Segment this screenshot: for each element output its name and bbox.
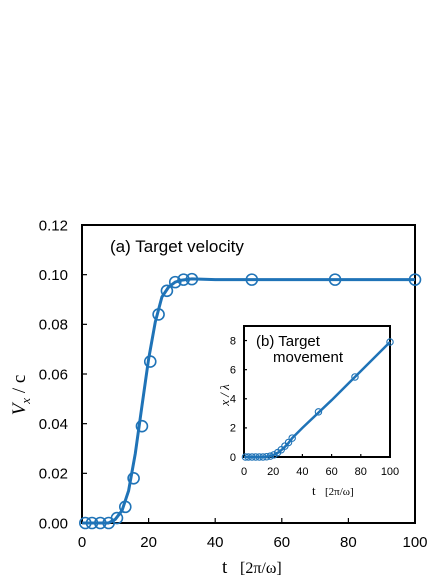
data-point-marker xyxy=(386,338,394,346)
data-point-marker xyxy=(118,500,132,514)
inset-x-axis-unit: [2π/ω] xyxy=(325,486,354,498)
x-tick-label: 20 xyxy=(267,466,279,478)
y-tick-label: 6 xyxy=(230,365,236,377)
data-point-marker xyxy=(177,273,190,286)
data-point-marker xyxy=(351,373,359,381)
main-title: (a) Target velocity xyxy=(110,237,244,256)
data-point-marker xyxy=(152,308,165,321)
data-point-marker xyxy=(168,275,182,289)
y-tick-label: 8 xyxy=(230,335,236,347)
main-x-axis-unit: [2π/ω] xyxy=(240,560,282,577)
y-tick-label: 4 xyxy=(230,394,236,406)
x-tick-label: 60 xyxy=(273,534,290,551)
y-tick-label: 0.02 xyxy=(39,466,68,483)
data-point-marker xyxy=(266,452,275,460)
inset-title-line2: movement xyxy=(273,349,344,366)
data-point-marker xyxy=(270,451,278,459)
data-point-marker xyxy=(143,355,157,368)
x-tick-label: 0 xyxy=(241,466,247,478)
main-y-ticks: 0.00 0.02 0.04 0.06 0.08 0.10 0.12 xyxy=(39,217,87,532)
data-point-marker xyxy=(314,408,323,416)
main-y-axis-label: Vx / c xyxy=(9,375,33,416)
x-tick-label: 20 xyxy=(140,534,157,551)
data-point-marker xyxy=(251,453,260,461)
data-point-marker xyxy=(127,471,140,485)
data-point-marker xyxy=(110,511,124,525)
y-tick-label: 2 xyxy=(230,423,236,435)
data-point-marker xyxy=(288,434,296,442)
data-point-marker xyxy=(185,272,199,286)
data-point-marker xyxy=(408,273,422,286)
main-x-ticks: 0 20 40 60 80 100 xyxy=(78,518,428,551)
data-point-marker xyxy=(259,453,267,461)
inset-movement-markers xyxy=(241,338,394,461)
data-point-marker xyxy=(135,419,149,433)
inset-x-axis-label: t xyxy=(312,483,316,498)
y-tick-label: 0 xyxy=(230,452,236,464)
y-tick-label: 0.10 xyxy=(39,267,68,284)
data-point-marker xyxy=(245,273,259,286)
data-point-marker xyxy=(255,453,264,461)
inset-plot-frame xyxy=(243,325,391,458)
data-point-marker xyxy=(85,516,99,530)
x-tick-label: 40 xyxy=(207,534,224,551)
x-tick-label: 80 xyxy=(355,466,367,478)
data-point-marker xyxy=(94,516,107,530)
data-point-marker xyxy=(244,453,253,461)
data-point-marker xyxy=(248,453,256,461)
x-tick-label: 60 xyxy=(325,466,337,478)
x-tick-label: 80 xyxy=(340,534,357,551)
y-tick-label: 0.06 xyxy=(39,366,68,383)
x-tick-label: 0 xyxy=(78,534,86,551)
x-tick-label: 100 xyxy=(381,466,399,478)
x-tick-label: 40 xyxy=(296,466,308,478)
main-velocity-markers xyxy=(79,272,422,530)
data-point-marker xyxy=(160,284,174,298)
data-point-marker xyxy=(262,452,271,461)
y-tick-label: 0.12 xyxy=(39,217,68,234)
inset-x-ticks: 0 20 40 60 80 100 xyxy=(241,454,399,478)
inset-y-ticks: 0 2 4 6 8 xyxy=(230,335,247,464)
inset-y-axis-label: x / λ xyxy=(217,384,232,407)
x-tick-label: 100 xyxy=(402,534,427,551)
data-point-marker xyxy=(79,516,92,530)
y-tick-label: 0.00 xyxy=(39,515,68,532)
main-x-axis-label: t xyxy=(222,557,228,578)
data-point-marker xyxy=(328,273,342,286)
data-point-marker xyxy=(284,438,293,447)
y-tick-label: 0.08 xyxy=(39,317,68,334)
y-tick-label: 0.04 xyxy=(39,416,68,433)
inset-title-line1: (b) Target xyxy=(256,333,321,350)
